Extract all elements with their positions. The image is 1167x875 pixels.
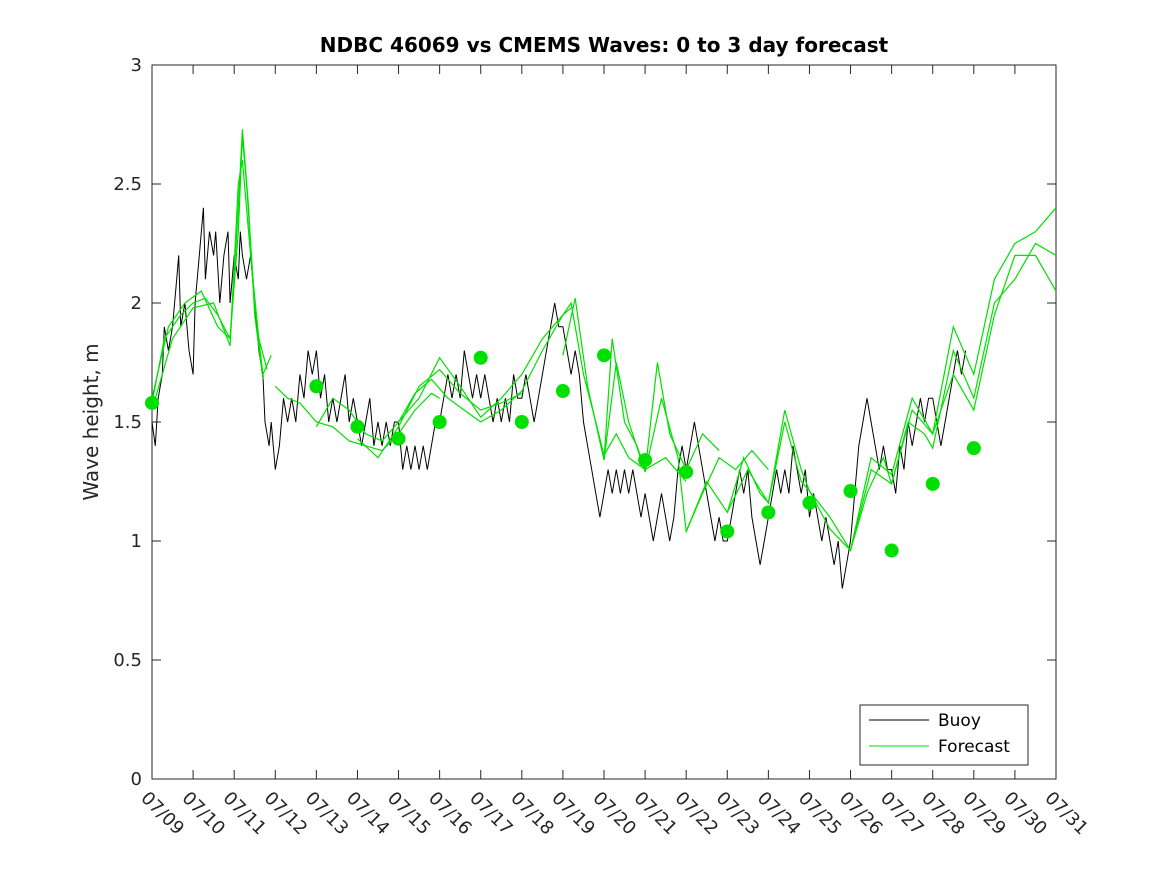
plot-series [151, 129, 1057, 589]
x-tick-label-22: 07/31 [1040, 788, 1092, 840]
forecast-series-line-9 [603, 362, 720, 473]
forecast-series-line-6 [398, 307, 572, 423]
forecast-markers [145, 348, 981, 558]
forecast-series-line-5 [357, 368, 523, 459]
forecast-marker-6 [514, 415, 529, 429]
forecast-series-line-7 [480, 301, 646, 471]
forecast-series-line-8 [562, 298, 687, 482]
forecast-marker-12 [761, 505, 776, 520]
x-tick-label-20: 07/29 [958, 788, 1010, 840]
x-tick-label-15: 07/24 [753, 788, 805, 840]
x-tick-label-6: 07/15 [383, 788, 435, 840]
forecast-series-line-13 [809, 242, 1057, 553]
y-axis-label: Wave height, m [79, 343, 103, 500]
forecast-marker-5 [473, 350, 488, 365]
x-tick-label-21: 07/30 [999, 788, 1051, 840]
forecast-marker-4 [432, 415, 447, 429]
buoy-series-line [151, 207, 967, 589]
forecast-marker-16 [925, 476, 940, 491]
y-tick-label-4: 2 [131, 293, 142, 314]
x-tick-label-5: 07/14 [342, 788, 394, 840]
forecast-series-line-15 [891, 254, 1057, 485]
y-tick-label-1: 0.5 [113, 650, 142, 671]
forecast-marker-0 [145, 395, 159, 410]
x-tick-label-19: 07/28 [917, 788, 969, 840]
legend-box [859, 704, 1029, 766]
forecast-marker-9 [638, 453, 653, 468]
x-tick-label-2: 07/11 [219, 788, 271, 840]
forecast-marker-14 [843, 484, 858, 499]
y-tick-label-5: 2.5 [113, 174, 142, 195]
x-tick-label-13: 07/22 [671, 788, 723, 840]
x-tick-label-17: 07/26 [835, 788, 887, 840]
x-tick-label-16: 07/25 [794, 788, 846, 840]
y-tick-label-3: 1.5 [113, 412, 142, 433]
y-tick-label-0: 0 [131, 769, 142, 790]
x-tick-label-9: 07/18 [506, 788, 558, 840]
forecast-series-line-1 [151, 129, 264, 399]
x-tick-label-14: 07/23 [712, 788, 764, 840]
forecast-series-line-14 [849, 207, 1057, 551]
x-tick-label-3: 07/12 [260, 788, 312, 840]
forecast-marker-3 [391, 431, 406, 446]
x-tick-label-7: 07/16 [424, 788, 476, 840]
x-tick-label-0: 07/09 [136, 788, 188, 840]
x-tick-label-8: 07/17 [465, 788, 517, 840]
forecast-marker-7 [555, 384, 570, 399]
forecast-series-line-0 [151, 136, 272, 404]
forecast-marker-8 [597, 348, 611, 363]
forecast-series-line-10 [644, 398, 769, 534]
forecast-marker-1 [309, 379, 324, 394]
forecast-marker-10 [679, 464, 694, 479]
legend: Buoy Forecast [859, 704, 1029, 766]
y-tick-label-2: 1 [131, 531, 142, 552]
x-tick-label-1: 07/10 [178, 788, 230, 840]
x-tick-label-12: 07/21 [630, 788, 682, 840]
forecast-series-line-11 [685, 409, 811, 532]
x-tick-label-11: 07/20 [588, 788, 640, 840]
x-tick-label-4: 07/13 [301, 788, 353, 840]
forecast-marker-15 [884, 543, 899, 558]
forecast-marker-2 [350, 419, 365, 434]
chart-title: NDBC 46069 vs CMEMS Waves: 0 to 3 day fo… [320, 33, 889, 57]
forecast-series-line-2 [151, 160, 268, 411]
y-tick-label-6: 3 [131, 55, 142, 76]
x-tick-label-18: 07/27 [876, 788, 928, 840]
y-axis-ticks: 0 0.5 1 1.5 2 2.5 3 [113, 55, 1056, 790]
forecast-marker-11 [720, 524, 735, 539]
forecast-marker-13 [802, 495, 817, 510]
legend-buoy-label: Buoy [938, 711, 981, 731]
legend-forecast-label: Forecast [938, 737, 1010, 757]
forecast-series-line-3 [274, 385, 440, 452]
x-tick-label-10: 07/19 [547, 788, 599, 840]
forecast-marker-17 [966, 441, 981, 456]
